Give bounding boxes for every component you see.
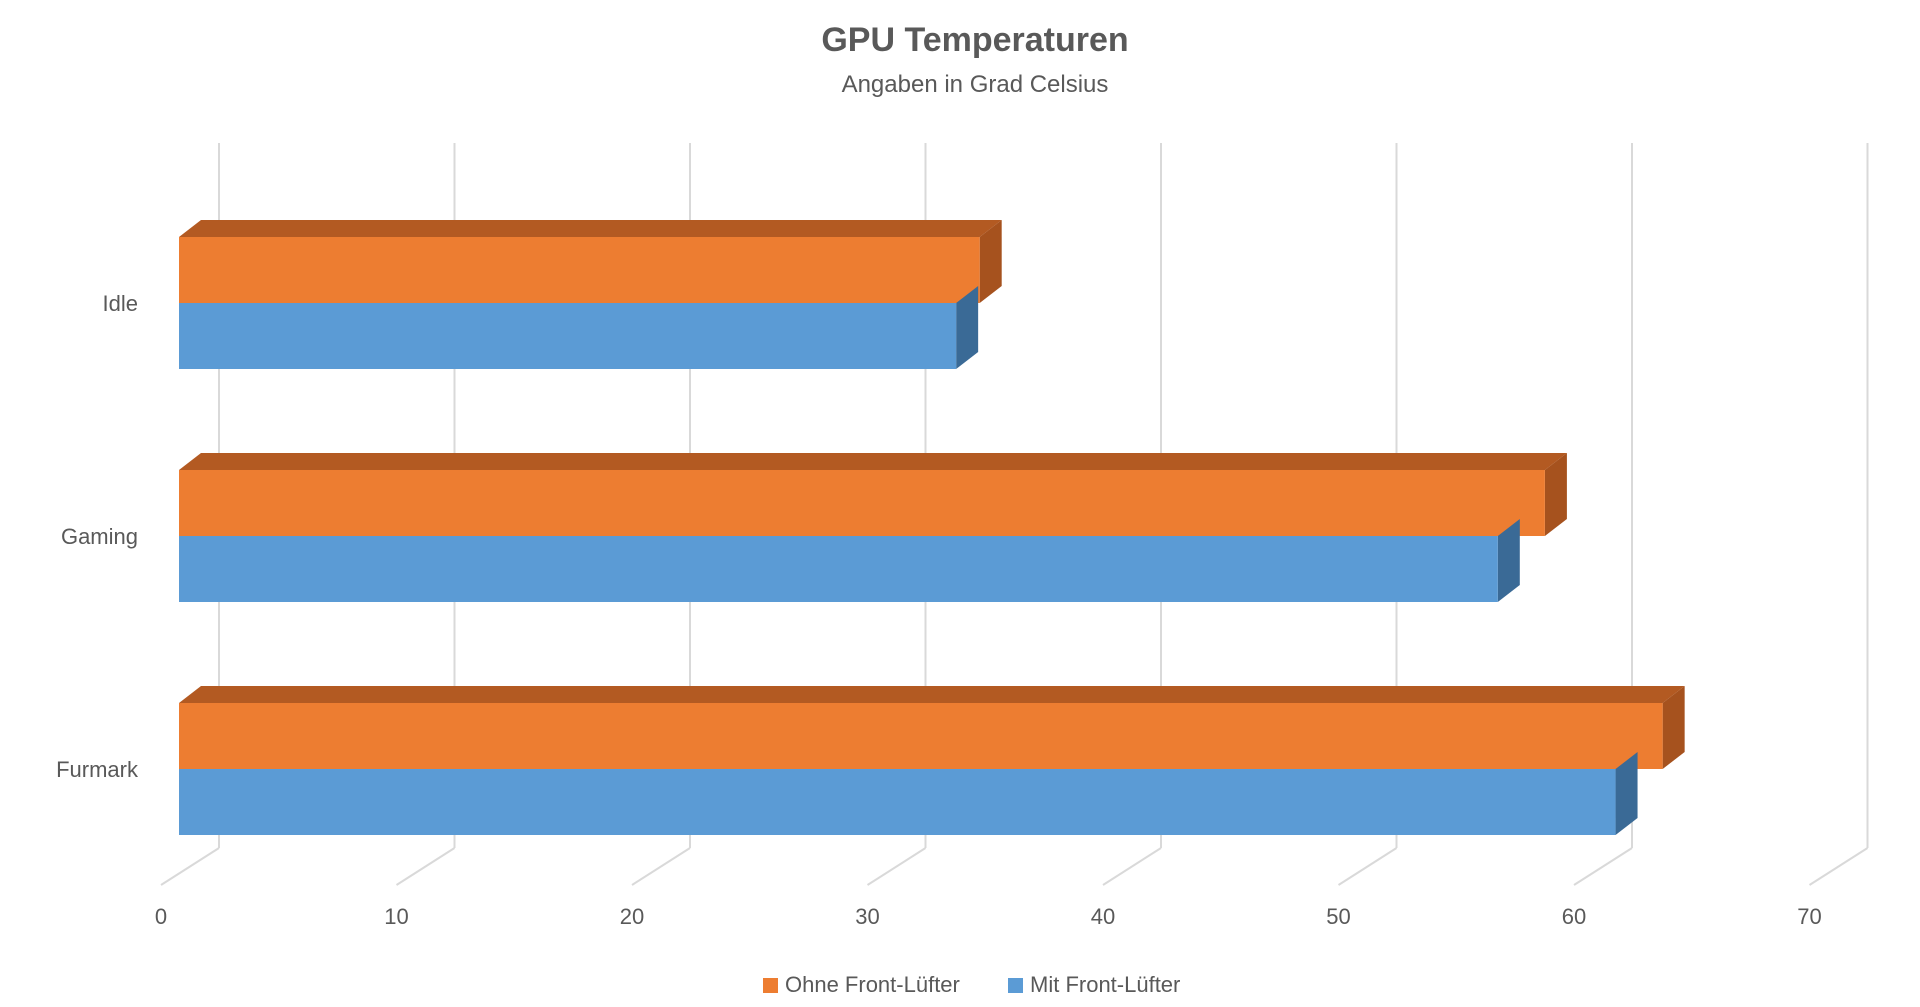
bar-side-face [956, 286, 979, 369]
legend-label-mit-front-luefter: Mit Front-Lüfter [1030, 972, 1180, 997]
bar-front-face [179, 303, 957, 369]
category-label-furmark: Furmark [56, 757, 139, 782]
x-tick-label-0: 0 [155, 904, 167, 929]
x-tick-label-30: 30 [855, 904, 879, 929]
chart-subtitle: Angaben in Grad Celsius [842, 71, 1109, 98]
gridline-floor-10 [395, 847, 456, 886]
x-axis-ticks: 0 10 20 30 40 50 60 70 [155, 904, 1822, 929]
x-tick-label-50: 50 [1326, 904, 1350, 929]
chart-title: GPU Temperaturen [821, 21, 1128, 59]
gridline-floor-70 [1808, 847, 1869, 886]
x-tick-label-40: 40 [1091, 904, 1115, 929]
gridline-floor-20 [631, 847, 691, 886]
bar-furmark-series-0 [179, 686, 1685, 769]
legend-swatch-ohne-front-luefter [763, 978, 778, 993]
bar-furmark-series-1 [179, 752, 1638, 835]
bar-side-face [979, 220, 1002, 303]
bar-front-face [179, 703, 1663, 769]
gridline-floor-50 [1337, 847, 1398, 886]
bar-top-face [179, 686, 1685, 703]
bar-top-face [179, 453, 1567, 470]
category-label-idle: Idle [103, 291, 138, 316]
x-tick-label-70: 70 [1797, 904, 1821, 929]
bars [179, 220, 1685, 835]
bar-side-face [1544, 453, 1567, 536]
x-tick-label-60: 60 [1562, 904, 1586, 929]
bar-side-face [1497, 519, 1520, 602]
gridline-floor-0 [160, 847, 220, 886]
bar-side-face [1615, 752, 1638, 835]
legend-label-ohne-front-luefter: Ohne Front-Lüfter [785, 972, 960, 997]
bar-top-face [179, 220, 1002, 237]
bar-front-face [179, 536, 1498, 602]
bar-front-face [179, 237, 980, 303]
gridline-floor-60 [1573, 847, 1633, 886]
legend-swatch-mit-front-luefter [1008, 978, 1023, 993]
legend: Ohne Front-Lüfter Mit Front-Lüfter [763, 972, 1180, 997]
gridline-floor-40 [1102, 847, 1162, 886]
x-tick-label-20: 20 [620, 904, 644, 929]
bar-side-face [1662, 686, 1685, 769]
bar-front-face [179, 470, 1545, 536]
category-labels: Idle Gaming Furmark [56, 291, 139, 782]
bar-front-face [179, 769, 1616, 835]
x-tick-label-10: 10 [384, 904, 408, 929]
bar-gaming-series-1 [179, 519, 1520, 602]
gridline-floor-30 [866, 847, 927, 886]
bar-idle-series-1 [179, 286, 979, 369]
bar-gaming-series-0 [179, 453, 1567, 536]
bar-idle-series-0 [179, 220, 1002, 303]
category-label-gaming: Gaming [61, 524, 138, 549]
